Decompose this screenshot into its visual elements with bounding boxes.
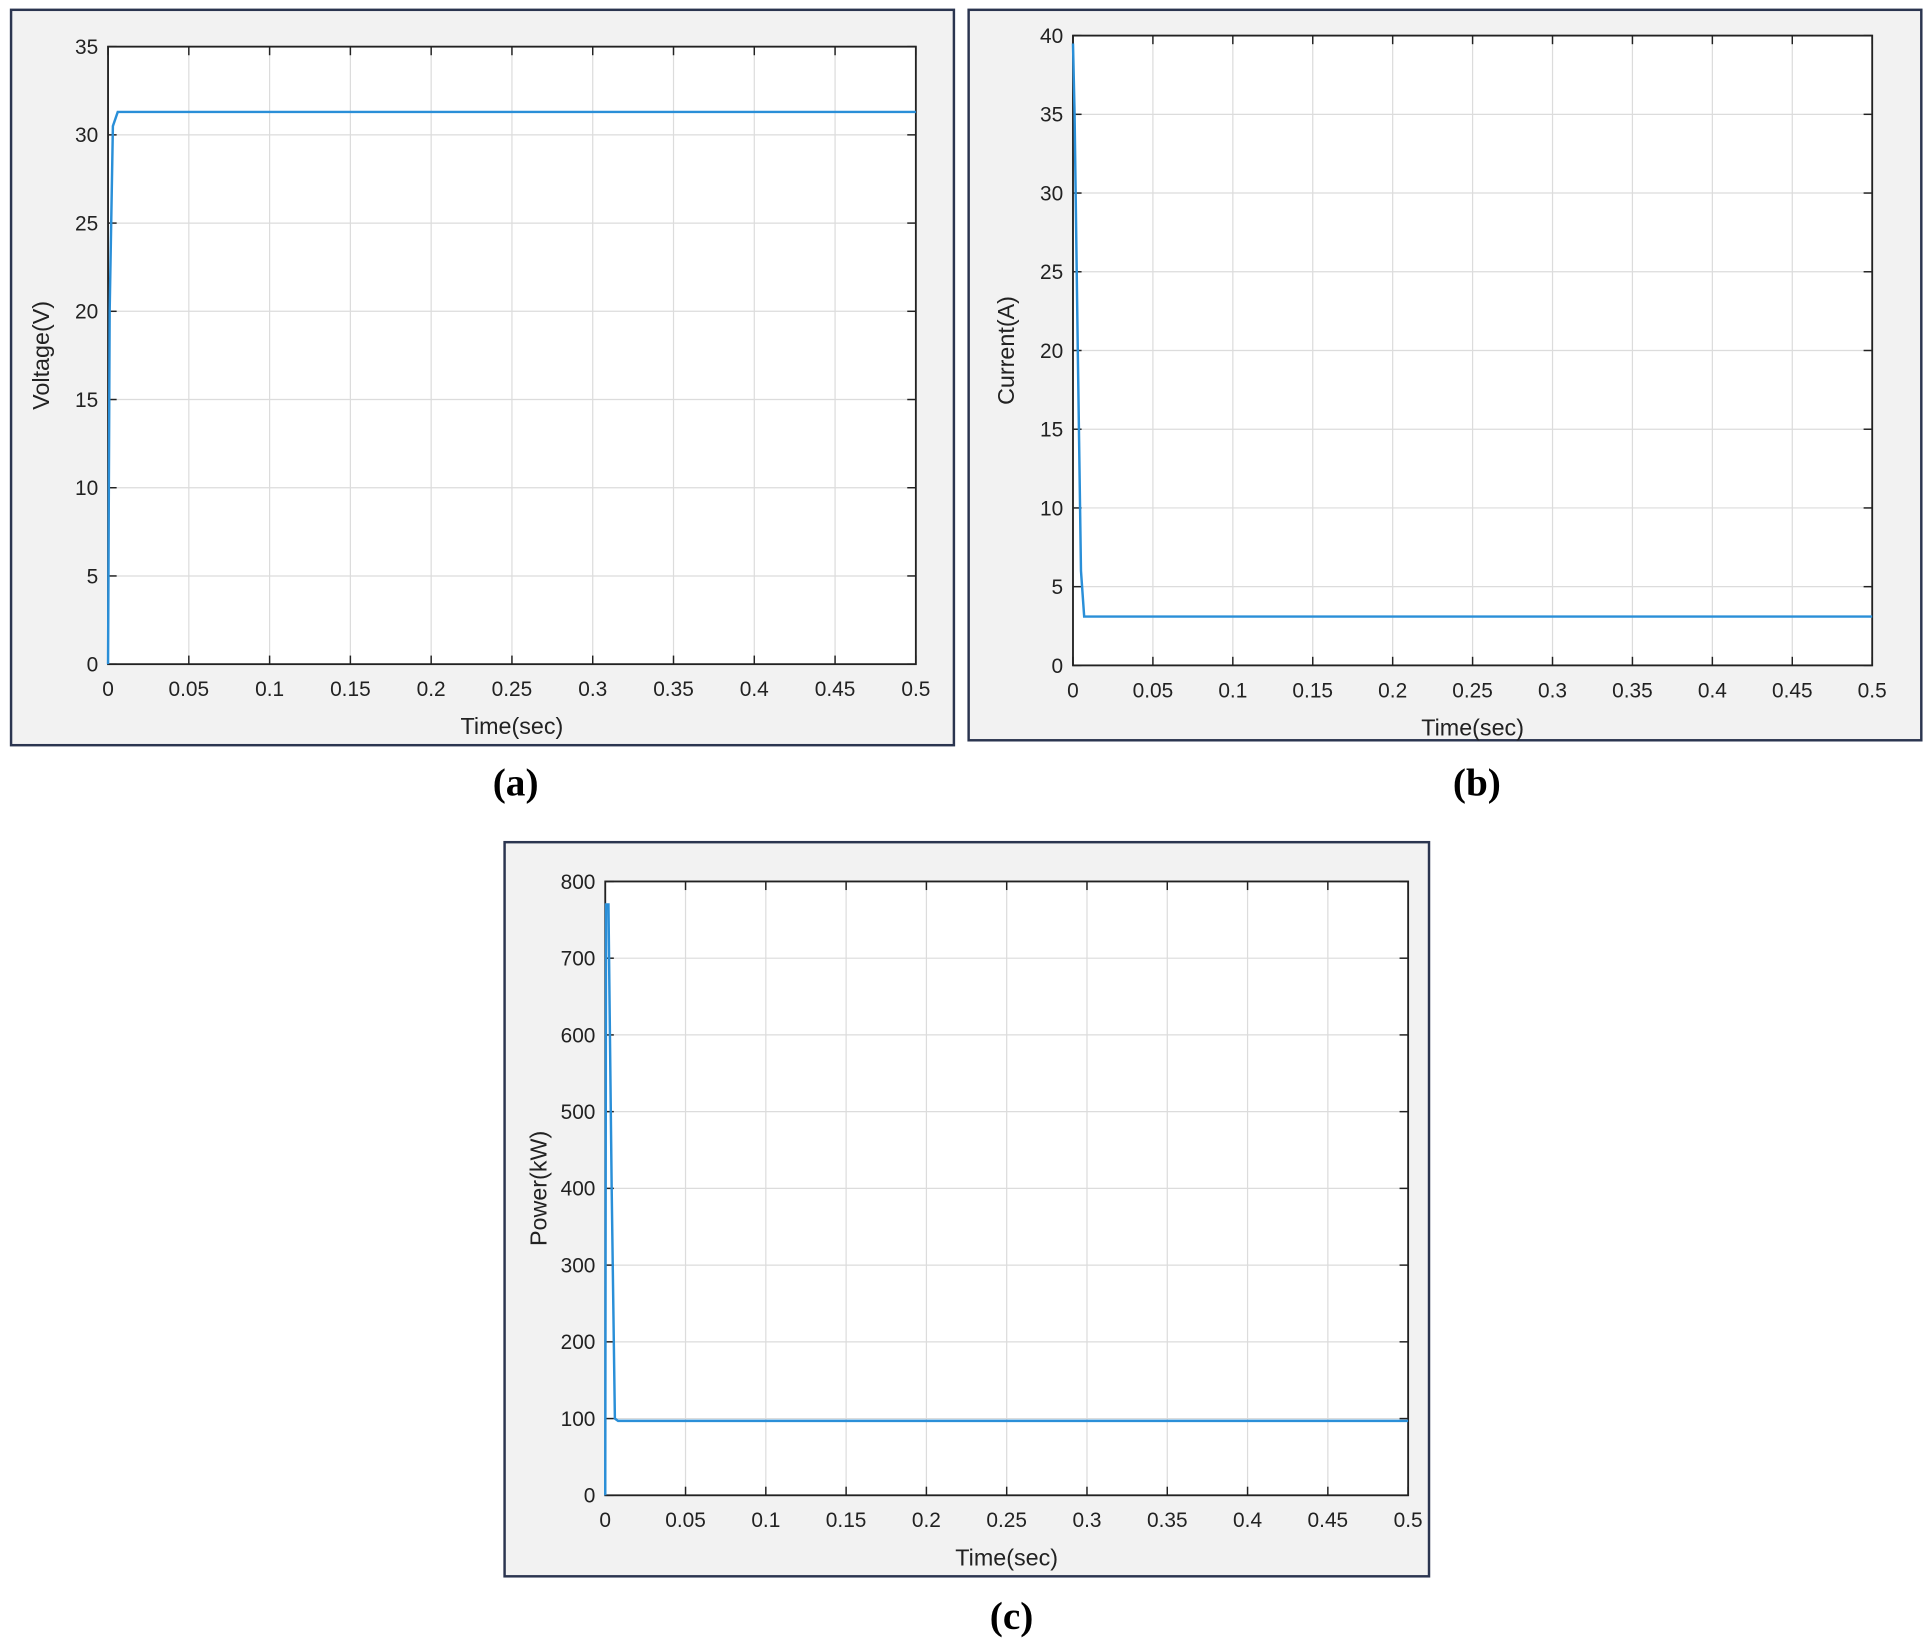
x-axis-label: Time(sec) — [1421, 714, 1524, 740]
data-line — [604, 903, 1409, 1496]
y-tick-label: 800 — [561, 871, 596, 894]
y-tick-label: 40 — [1040, 25, 1063, 48]
x-tick-label: 0.2 — [1378, 679, 1407, 702]
x-tick-label: 0 — [599, 1509, 611, 1532]
x-tick-label: 0.4 — [1233, 1509, 1262, 1532]
y-tick-label: 100 — [561, 1408, 596, 1431]
y-tick-label: 5 — [1052, 576, 1064, 599]
y-tick-label: 30 — [75, 124, 98, 147]
y-tick-label: 300 — [561, 1254, 596, 1277]
x-tick-label: 0.3 — [1538, 679, 1567, 702]
y-tick-label: 10 — [75, 477, 98, 500]
x-tick-label: 0.5 — [1858, 679, 1887, 702]
y-axis-label: Voltage(V) — [28, 301, 54, 410]
y-tick-label: 0 — [1052, 655, 1064, 678]
x-tick-label: 0.3 — [1072, 1509, 1101, 1532]
x-tick-label: 0.35 — [1612, 679, 1653, 702]
x-tick-label: 0.5 — [901, 678, 930, 701]
x-tick-label: 0.2 — [417, 678, 446, 701]
x-tick-label: 0.45 — [815, 678, 856, 701]
y-axis-label: Current(A) — [993, 296, 1019, 405]
x-tick-label: 0.15 — [826, 1509, 867, 1532]
x-tick-label: 0.4 — [1698, 679, 1727, 702]
y-tick-label: 400 — [561, 1178, 596, 1201]
y-tick-label: 20 — [75, 301, 98, 324]
y-tick-label: 15 — [1040, 419, 1063, 442]
x-tick-label: 0.25 — [986, 1509, 1027, 1532]
y-tick-label: 0 — [87, 654, 99, 677]
y-tick-label: 5 — [87, 565, 99, 588]
x-tick-label: 0.15 — [330, 678, 371, 701]
x-tick-label: 0.4 — [740, 678, 769, 701]
x-axis-label: Time(sec) — [955, 1544, 1058, 1570]
x-tick-label: 0.35 — [1147, 1509, 1188, 1532]
x-tick-label: 0.05 — [665, 1509, 706, 1532]
y-tick-label: 500 — [561, 1101, 596, 1124]
x-tick-label: 0.1 — [255, 678, 284, 701]
x-tick-label: 0.45 — [1772, 679, 1813, 702]
x-tick-label: 0 — [102, 678, 114, 701]
y-tick-label: 35 — [75, 36, 98, 59]
y-tick-label: 25 — [75, 212, 98, 235]
x-tick-label: 0 — [1067, 679, 1079, 702]
y-tick-label: 20 — [1040, 340, 1063, 363]
chart-panel: 0 0.05 0.1 0.15 0.2 0.25 0.3 0.35 0.4 0.45 0.5 0 5 10… — [967, 8, 1923, 805]
y-axis-label: Power(kW) — [525, 1131, 551, 1246]
plot-border — [1072, 34, 1874, 667]
x-tick-label: 0.25 — [1452, 679, 1493, 702]
x-tick-label: 0.25 — [492, 678, 533, 701]
x-tick-label: 0.35 — [653, 678, 694, 701]
x-axis-label: Time(sec) — [461, 713, 564, 739]
y-tick-label: 700 — [561, 948, 596, 971]
x-tick-label: 0.1 — [1218, 679, 1247, 702]
x-tick-label: 0.05 — [169, 678, 210, 701]
y-tick-label: 35 — [1040, 104, 1063, 127]
x-tick-label: 0.2 — [912, 1509, 941, 1532]
x-tick-label: 0.3 — [578, 678, 607, 701]
panel-caption: (c) — [990, 1595, 1034, 1638]
chart-panel: 0 0.05 0.1 0.15 0.2 0.25 0.3 0.35 0.4 0.45 0.5 0 100… — [503, 840, 1431, 1638]
chart-panel: 0 0.05 0.1 0.15 0.2 0.25 0.3 0.35 0.4 0.45 0.5 0 5 10… — [9, 8, 956, 805]
data-line — [106, 110, 916, 665]
y-tick-label: 200 — [561, 1331, 596, 1354]
x-tick-label: 0.05 — [1133, 679, 1174, 702]
y-tick-label: 10 — [1040, 497, 1063, 520]
y-tick-label: 25 — [1040, 261, 1063, 284]
panel-caption: (b) — [1453, 762, 1501, 805]
y-tick-label: 15 — [75, 389, 98, 412]
y-tick-label: 30 — [1040, 182, 1063, 205]
data-line — [1071, 43, 1873, 618]
y-tick-label: 600 — [561, 1024, 596, 1047]
x-tick-label: 0.1 — [751, 1509, 780, 1532]
x-tick-label: 0.5 — [1394, 1509, 1423, 1532]
y-tick-label: 0 — [584, 1485, 596, 1508]
x-tick-label: 0.45 — [1308, 1509, 1349, 1532]
x-tick-label: 0.15 — [1292, 679, 1333, 702]
plot-border — [107, 45, 917, 666]
panel-caption: (a) — [493, 762, 539, 805]
